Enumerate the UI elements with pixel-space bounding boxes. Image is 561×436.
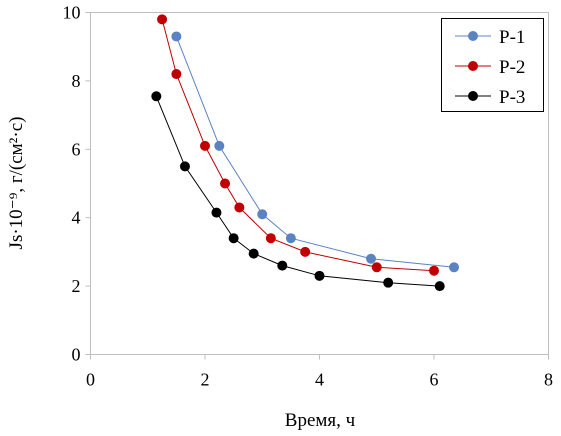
data-point: [257, 209, 268, 220]
data-point: [211, 207, 222, 218]
data-point: [234, 202, 245, 213]
data-point: [179, 161, 190, 172]
y-tick-label: 4: [72, 208, 81, 228]
y-tick-label: 2: [72, 276, 81, 296]
legend-label: P-3: [499, 87, 525, 108]
y-axis-title: Js·10⁻⁹, г/(см²·с): [6, 117, 27, 250]
x-axis-ticks: 0 2 4 6 8: [86, 354, 553, 390]
x-tick-label: 0: [86, 370, 95, 390]
legend-label: P-1: [499, 27, 525, 48]
data-point: [300, 246, 311, 257]
legend-marker: [468, 61, 478, 71]
data-point: [371, 262, 382, 273]
data-point: [285, 233, 296, 244]
data-point: [314, 270, 325, 281]
data-point: [277, 260, 288, 271]
x-tick-label: 2: [201, 370, 210, 390]
x-tick-label: 4: [315, 370, 324, 390]
y-tick-label: 0: [72, 345, 81, 365]
series-line: [175, 36, 455, 268]
y-axis-ticks: 0 2 4 6 8 10: [63, 3, 91, 365]
legend-item: P-2: [455, 57, 525, 78]
y-tick-label: 10: [63, 3, 81, 23]
x-axis-title: Время, ч: [285, 410, 356, 431]
series-P-2: [157, 14, 439, 276]
data-point: [151, 91, 162, 102]
data-point: [248, 248, 259, 259]
legend-item: P-3: [455, 87, 525, 108]
data-point: [429, 265, 439, 276]
data-point: [171, 31, 182, 42]
series-layer: [151, 14, 460, 292]
data-point: [383, 277, 394, 288]
x-tick-label: 6: [430, 370, 439, 390]
data-point: [200, 140, 210, 151]
legend-label: P-2: [499, 57, 525, 78]
data-point: [449, 262, 460, 273]
legend-items: P-1 P-2 P-3: [455, 27, 525, 108]
data-point: [214, 140, 225, 151]
legend-item: P-1: [455, 27, 525, 48]
x-tick-label: 8: [544, 370, 553, 390]
data-point: [171, 69, 182, 80]
data-point: [265, 233, 276, 244]
legend: P-1 P-2 P-3: [441, 18, 544, 112]
data-point: [157, 14, 168, 25]
legend-marker: [468, 31, 478, 41]
series-P-1: [171, 31, 460, 273]
legend-marker: [468, 91, 478, 101]
data-point: [434, 281, 445, 292]
data-point: [366, 253, 377, 264]
data-point: [220, 178, 231, 189]
data-point: [228, 233, 239, 244]
y-tick-label: 6: [72, 139, 81, 159]
series-P-3: [151, 91, 445, 292]
legend-box: [441, 18, 544, 112]
y-tick-label: 8: [72, 71, 81, 91]
